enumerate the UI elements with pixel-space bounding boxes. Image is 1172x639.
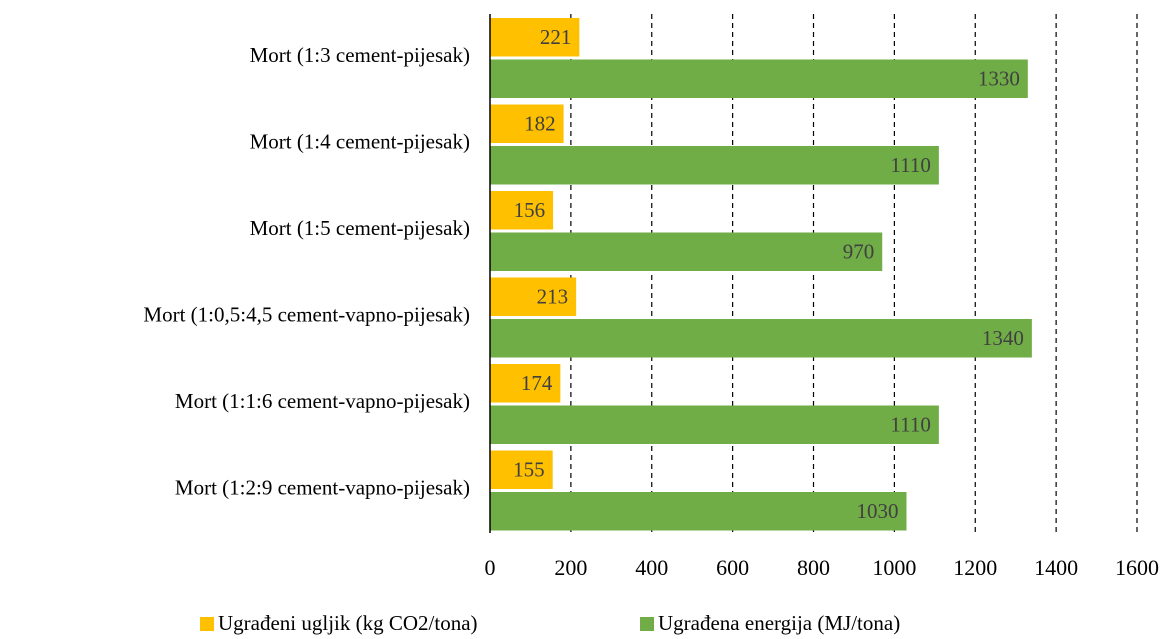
category-label: Mort (1:0,5:4,5 cement-vapno-pijesak) bbox=[143, 303, 470, 327]
data-label: 182 bbox=[524, 112, 556, 136]
bar bbox=[490, 104, 564, 143]
bar bbox=[490, 18, 580, 57]
x-tick-label: 1400 bbox=[1034, 555, 1078, 580]
data-label: 213 bbox=[537, 285, 569, 309]
data-label: 1110 bbox=[890, 413, 930, 437]
data-label: 156 bbox=[514, 198, 546, 222]
category-label: Mort (1:2:9 cement-vapno-pijesak) bbox=[175, 476, 470, 500]
bar bbox=[490, 59, 1028, 98]
legend-swatch bbox=[640, 617, 654, 631]
legend-label: Ugrađeni ugljik (kg CO2/tona) bbox=[218, 611, 478, 635]
data-label: 1340 bbox=[982, 326, 1024, 350]
x-tick-label: 0 bbox=[485, 555, 496, 580]
category-label: Mort (1:4 cement-pijesak) bbox=[250, 130, 470, 154]
x-tick-label: 1000 bbox=[872, 555, 916, 580]
data-label: 970 bbox=[843, 240, 875, 264]
category-label: Mort (1:3 cement-pijesak) bbox=[250, 43, 470, 67]
data-label: 155 bbox=[513, 458, 545, 482]
bar bbox=[490, 405, 939, 444]
bar bbox=[490, 232, 883, 271]
x-tick-label: 400 bbox=[635, 555, 668, 580]
bar bbox=[490, 277, 577, 316]
data-label: 1330 bbox=[978, 67, 1020, 91]
data-label: 221 bbox=[540, 25, 572, 49]
legend-swatch bbox=[200, 617, 214, 631]
data-label: 1030 bbox=[857, 499, 899, 523]
bar bbox=[490, 450, 553, 489]
bar bbox=[490, 319, 1032, 358]
x-tick-label: 800 bbox=[797, 555, 830, 580]
legend-label: Ugrađena energija (MJ/tona) bbox=[658, 611, 900, 635]
category-label: Mort (1:5 cement-pijesak) bbox=[250, 216, 470, 240]
x-tick-label: 600 bbox=[716, 555, 749, 580]
bar bbox=[490, 492, 907, 531]
bar bbox=[490, 146, 939, 185]
bar bbox=[490, 191, 554, 230]
x-tick-label: 1200 bbox=[953, 555, 997, 580]
x-tick-label: 1600 bbox=[1115, 555, 1159, 580]
bar bbox=[490, 364, 561, 403]
data-label: 1110 bbox=[890, 153, 930, 177]
x-tick-label: 200 bbox=[554, 555, 587, 580]
category-label: Mort (1:1:6 cement-vapno-pijesak) bbox=[175, 389, 470, 413]
data-label: 174 bbox=[521, 371, 553, 395]
